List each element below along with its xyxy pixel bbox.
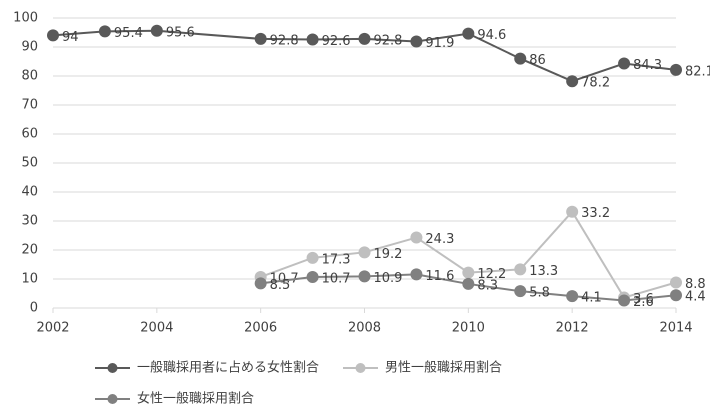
point [150,24,163,37]
y-tick-label: 70 [21,98,38,113]
y-tick-label: 10 [21,272,38,287]
x-tick-label: 2006 [244,321,277,336]
x-tick-label: 2004 [140,321,173,336]
point [462,27,475,40]
point [358,270,371,283]
x-tick-label: 2002 [36,321,69,336]
data-label: 5.8 [529,286,550,301]
data-label: 8.8 [685,277,706,292]
data-label: 8.3 [477,278,498,293]
point [670,276,682,289]
point [358,32,371,45]
data-label: 13.3 [529,264,558,279]
data-label: 10.9 [374,271,403,286]
point [98,25,111,38]
point [410,268,423,281]
data-label: 94.6 [477,28,506,43]
data-label: 17.3 [322,252,351,267]
data-label: 86 [529,53,546,68]
y-tick-label: 80 [21,69,38,84]
point [410,231,423,244]
point [618,57,631,70]
data-label: 2.6 [633,295,654,310]
point [358,246,371,259]
data-label: 8.5 [270,278,291,293]
y-tick-label: 30 [21,214,38,229]
point [618,294,631,307]
data-label: 95.4 [114,26,143,41]
data-label: 94 [62,30,79,45]
data-label: 24.3 [425,232,454,247]
data-label: 92.6 [322,34,351,49]
point [670,63,682,76]
data-label: 78.2 [581,76,610,91]
data-label: 12.2 [477,267,506,282]
data-label: 84.3 [633,58,662,73]
x-tick-label: 2014 [659,321,692,336]
point [306,270,319,283]
point [254,277,267,290]
data-label: 10.7 [270,271,299,286]
y-tick-label: 50 [21,156,38,171]
y-tick-label: 0 [30,301,38,316]
legend-marker [107,394,118,404]
point [514,52,527,65]
y-tick-label: 60 [21,127,38,142]
data-label: 95.6 [166,25,195,40]
point [566,75,579,88]
point [306,251,319,264]
legend-label: 男性一般職採用割合 [385,360,502,376]
legend-marker [107,363,118,373]
point [254,32,267,45]
data-label: 33.2 [581,206,610,221]
point [514,285,527,298]
series-line [52,29,677,83]
data-label: 11.6 [425,269,454,284]
y-tick-label: 20 [21,243,38,258]
legend-label: 一般職採用者に占める女性割合 [137,360,319,376]
data-label: 92.8 [270,33,299,48]
point [410,35,423,48]
point [566,290,579,303]
x-tick-label: 2010 [452,321,485,336]
x-tick-label: 2008 [348,321,381,336]
point [566,205,579,218]
point [462,277,475,290]
data-label: 4.4 [685,290,706,305]
data-label: 82.1 [685,64,710,79]
data-label: 92.8 [374,33,403,48]
data-label: 19.2 [374,247,403,262]
data-label: 10.7 [322,271,351,286]
data-label: 4.1 [581,291,602,306]
legend-marker [355,363,366,373]
legend-label: 女性一般職採用割合 [137,391,254,407]
point [462,266,475,279]
y-tick-label: 100 [13,11,38,26]
x-tick-label: 2012 [556,321,589,336]
point [670,289,682,302]
y-tick-label: 90 [21,40,38,55]
point [514,263,527,276]
point [306,33,319,46]
point [47,29,59,42]
y-tick-label: 40 [21,185,38,200]
data-label: 3.6 [633,292,654,307]
data-label: 91.9 [425,36,454,51]
